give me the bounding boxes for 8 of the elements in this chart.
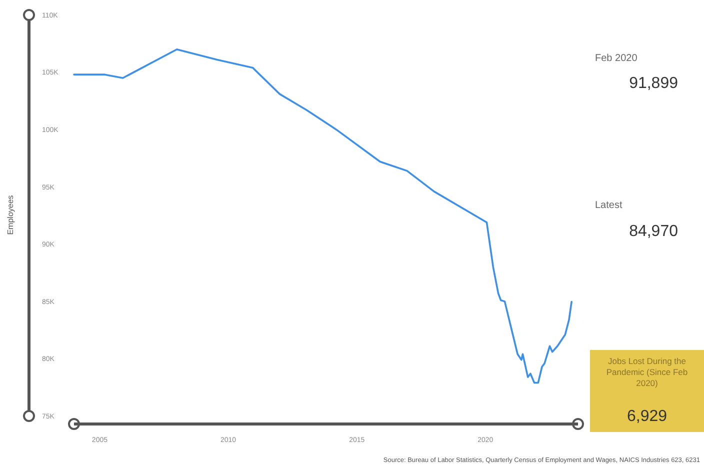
- text: 6,929: [626, 408, 668, 425]
- text: Feb 2020: [595, 53, 638, 64]
- text: 91,899: [629, 75, 678, 92]
- y-axis-title: Employees: [6, 195, 15, 235]
- text: Jobs Lost During the Pandemic (Since Feb 2020): [606, 356, 688, 388]
- text: Latest: [595, 200, 622, 211]
- line-series: [73, 48, 572, 384]
- text: 84,970: [629, 223, 678, 240]
